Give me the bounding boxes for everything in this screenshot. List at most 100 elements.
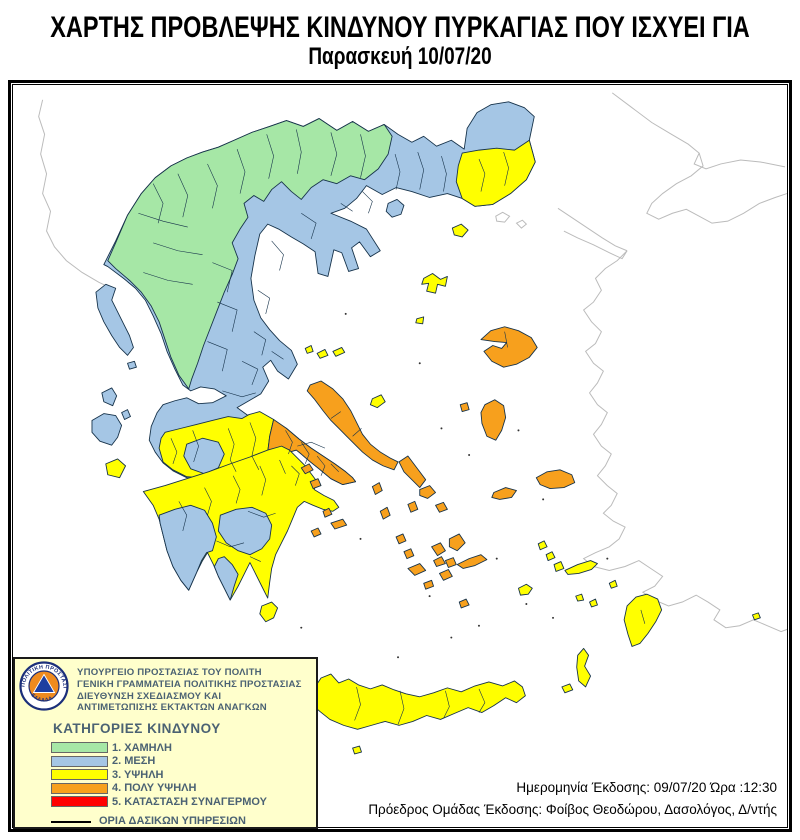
prefecture-border-20 — [340, 203, 353, 212]
region-messinia-medium — [158, 504, 217, 591]
islet-7 — [397, 656, 400, 659]
region-zakynthos-high — [105, 458, 126, 479]
prefecture-border-10 — [143, 272, 193, 285]
prefecture-border-46 — [330, 411, 341, 419]
risk-label-very_high: 4. ΠΟΛΥ ΥΨΗΛΗ — [112, 782, 197, 795]
region-naxos-very-high — [448, 533, 466, 552]
prefecture-border-2 — [207, 163, 218, 209]
region-ithaki-medium — [121, 409, 131, 420]
prefecture-border-12 — [217, 301, 238, 332]
coastline-albania-coast — [38, 99, 116, 291]
svg-text:ΕΛΛΑΔΑ: ΕΛΛΑΔΑ — [30, 692, 55, 703]
region-alonissos-high — [332, 347, 346, 357]
title-line-2: Παρασκευή 10/07/20 — [308, 44, 492, 71]
prefecture-border-0 — [152, 183, 164, 224]
region-paros-very-high — [431, 542, 446, 557]
region-milos-very-high — [407, 563, 427, 576]
prefecture-border-14 — [394, 153, 401, 190]
region-andros-very-high — [398, 455, 427, 489]
region-kos-high — [564, 560, 598, 575]
region-spetses-very-high — [310, 527, 322, 538]
prefecture-border-23 — [257, 289, 271, 314]
region-astypalaia-high — [518, 583, 533, 596]
islet-0 — [344, 312, 347, 315]
prefecture-border-34 — [316, 455, 326, 476]
civil-protection-logo-icon: ΠΟΛΙΤΙΚΗ ΠΡΟΣΤΑΣΙΑ ΕΛΛΑΔΑ — [19, 661, 69, 711]
coastline-turkey-anatolia-west — [582, 250, 787, 633]
islet-10 — [359, 537, 362, 540]
risk-swatch-high — [51, 769, 108, 781]
prefecture-border-42 — [247, 510, 276, 518]
region-samos-very-high — [535, 469, 576, 490]
region-gavdos-high — [352, 745, 362, 755]
region-salamina-very-high — [300, 463, 314, 475]
risk-label-low: 1. ΧΑΜΗΛΗ — [112, 741, 172, 754]
region-tinos-very-high — [419, 485, 436, 499]
region-evia-very-high — [306, 380, 399, 471]
agency-line-1: ΥΠΟΥΡΓΕΙΟ ΠΡΟΣΤΑΣΙΑΣ ΤΟΥ ΠΟΛΙΤΗ — [77, 667, 262, 678]
region-mykonos-very-high — [435, 501, 448, 513]
region-lesvos-very-high — [480, 326, 538, 368]
region-crete-high — [308, 673, 526, 730]
region-paxi-medium — [127, 360, 137, 370]
region-kea-very-high — [371, 482, 383, 495]
region-folegandros-very-high — [423, 579, 435, 590]
region-serifos-very-high — [395, 533, 407, 545]
risk-swatch-very_high — [51, 782, 108, 794]
prefecture-border-6 — [330, 132, 338, 176]
agency-line-4: ΑΝΤΙΜΕΤΩΠΙΣΗΣ ΕΚΤΑΚΤΩΝ ΑΝΑΓΚΩΝ — [77, 702, 267, 714]
prefecture-border-50 — [443, 690, 450, 719]
prefecture-border-35 — [297, 441, 326, 449]
region-ikaria-very-high — [491, 487, 517, 500]
region-agios-efstratios-high — [415, 316, 425, 325]
prefecture-border-40 — [259, 465, 267, 496]
prefecture-border-37 — [178, 501, 188, 532]
region-macedonia-epirus-low — [107, 118, 393, 390]
risk-swatch-low — [51, 742, 108, 753]
prefecture-border-39 — [232, 475, 241, 504]
region-kythira-high — [259, 601, 279, 623]
islet-6 — [450, 636, 453, 639]
title-line-1: ΧΑΡΤΗΣ ΠΡΟΒΛΕΨΗΣ ΚΙΝΔΥΝΟΥ ΠΥΡΚΑΓΙΑΣ ΠΟΥ … — [50, 10, 750, 44]
risk-label-high: 3. ΥΨΗΛΗ — [112, 768, 164, 781]
coastline-turkey-marmara-north — [611, 92, 786, 170]
region-kasos-high — [561, 683, 574, 694]
region-sifnos-very-high — [403, 548, 415, 560]
islet-13 — [552, 616, 555, 619]
risk-category-row-4: 4. ΠΟΛΥ ΥΨΗΛΗ — [51, 782, 311, 796]
region-karpathos-high — [576, 647, 591, 688]
prefecture-border-16 — [441, 155, 447, 192]
prefecture-border-24 — [253, 331, 267, 356]
prefecture-border-5 — [296, 129, 302, 174]
region-thasos-medium — [385, 199, 405, 218]
region-skyros-high — [369, 394, 386, 409]
prefecture-border-3 — [236, 149, 246, 194]
prefecture-border-41 — [279, 459, 286, 474]
islet-11 — [300, 626, 303, 629]
region-amorgos-very-high — [456, 554, 488, 569]
prefecture-border-25 — [222, 390, 256, 398]
agency-text: ΥΠΟΥΡΓΕΙΟ ΠΡΟΣΤΑΣΙΑΣ ΤΟΥ ΠΟΛΙΤΗ ΓΕΝΙΚΗ Γ… — [77, 667, 317, 714]
prefecture-border-30 — [249, 422, 260, 470]
boundary-line-symbol — [51, 821, 91, 823]
islet-4 — [495, 557, 498, 560]
prefecture-border-47 — [352, 428, 362, 437]
region-kastellorizo-high — [752, 612, 761, 621]
issue-date-line: Ημερομηνία Έκδοσης: 09/07/20 Ώρα :12:30 — [516, 780, 777, 795]
region-corfu-medium — [95, 283, 134, 356]
map-frame: ΠΟΛΙΤΙΚΗ ΠΡΟΣΤΑΣΙΑ ΕΛΛΑΔΑ ΥΠΟΥΡΓΕΙΟ ΠΡΟΣ… — [8, 80, 792, 832]
prefecture-border-36 — [330, 463, 340, 472]
agency-line-2: ΓΕΝΙΚΗ ΓΡΑΜΜΑΤΕΙΑ ΠΟΛΙΤΙΚΗΣ ΠΡΟΣΤΑΣΙΑΣ — [77, 678, 302, 690]
prefecture-border-27 — [271, 351, 284, 360]
region-iraklia-very-high — [444, 557, 457, 568]
prefecture-border-26 — [241, 361, 259, 386]
islet-8 — [542, 498, 545, 501]
risk-category-row-2: 2. ΜΕΣΗ — [51, 755, 311, 769]
risk-category-row-1: 1. ΧΑΜΗΛΗ — [51, 741, 311, 755]
region-anafi-very-high — [458, 598, 470, 609]
prefecture-border-19 — [301, 213, 317, 240]
region-rhodes-high — [623, 593, 663, 647]
prefecture-border-45 — [291, 465, 300, 486]
prefecture-border-28 — [192, 430, 199, 463]
